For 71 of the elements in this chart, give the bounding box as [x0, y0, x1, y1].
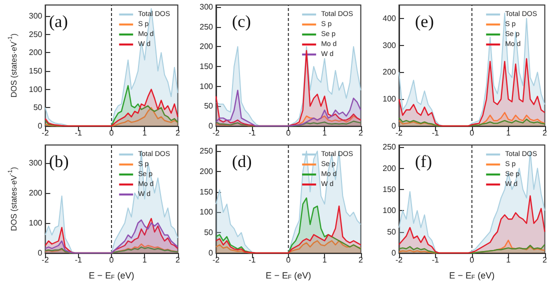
- y-tick-label: 200: [200, 166, 214, 176]
- x-tick-label: -1: [432, 256, 440, 264]
- x-tick-label: 2: [358, 128, 364, 138]
- x-tick-label: 2: [358, 256, 364, 264]
- x-tick-label: 2: [176, 128, 181, 138]
- x-tick-label: 0: [286, 256, 292, 264]
- y-tick-label: 100: [200, 82, 214, 91]
- x-tick-label: -1: [248, 128, 256, 138]
- y-tick-label: 0: [208, 122, 214, 130]
- x-tick-label: 1: [322, 256, 328, 264]
- x-tick-label: -1: [74, 128, 82, 138]
- y-tick-label: 0: [208, 248, 214, 258]
- x-tick-label: 0: [470, 128, 475, 138]
- x-tick-label: -1: [432, 128, 440, 138]
- x-tick-label: 0: [470, 256, 475, 264]
- y-tick-label: 150: [382, 184, 397, 194]
- y-tick-label: 300: [200, 2, 214, 12]
- y-tick-label: 50: [204, 228, 214, 238]
- x-tick-label: 2: [176, 256, 181, 264]
- y-tick-label: 50: [33, 103, 43, 112]
- y-tick-label: 0: [38, 248, 43, 258]
- y-tick-label: 200: [200, 42, 214, 52]
- y-tick-label: 100: [382, 206, 397, 216]
- y-tick-label: 50: [204, 102, 214, 111]
- y-tick-label: 0: [38, 122, 43, 130]
- y-tick-label: 200: [28, 188, 43, 198]
- y-tick-label: 400: [382, 14, 397, 23]
- x-tick-label: 1: [142, 128, 148, 138]
- x-tick-label: -2: [395, 256, 404, 264]
- y-tick-label: 300: [28, 158, 43, 168]
- x-tick-label: -2: [212, 256, 220, 264]
- y-tick-label: 250: [200, 22, 214, 32]
- x-tick-label: 2: [542, 128, 548, 138]
- chart-title: (e): [415, 12, 434, 31]
- y-tick-label: 0: [392, 248, 397, 258]
- x-tick-label: -1: [74, 256, 82, 264]
- y-tick-label: 100: [200, 208, 214, 217]
- y-tick-label: 150: [200, 187, 214, 196]
- y-tick-label: 100: [28, 218, 43, 228]
- y-tick-label: 250: [28, 30, 43, 39]
- x-tick-label: 0: [286, 128, 292, 138]
- x-tick-label: 0: [109, 128, 114, 138]
- chart-title: (b): [49, 152, 69, 171]
- x-tick-label: 0: [109, 256, 114, 264]
- x-tick-label: 1: [322, 128, 328, 138]
- y-tick-label: 250: [200, 146, 214, 156]
- chart-title: (d): [232, 152, 252, 171]
- x-tick-label: -2: [212, 128, 220, 138]
- x-tick-label: 1: [506, 256, 512, 264]
- y-tick-label: 300: [28, 12, 43, 20]
- y-tick-label: 150: [200, 62, 214, 71]
- x-tick-label: 1: [142, 256, 148, 264]
- chart-title: (a): [49, 12, 68, 31]
- x-tick-label: -2: [42, 256, 50, 264]
- chart-title: (c): [232, 12, 251, 31]
- y-tick-label: 200: [382, 164, 397, 173]
- y-tick-label: 250: [382, 142, 397, 152]
- y-tick-label: 200: [382, 68, 397, 77]
- chart-title: (f): [415, 152, 432, 171]
- y-tick-label: 150: [28, 66, 43, 76]
- y-tick-label: 50: [387, 227, 397, 236]
- x-tick-label: 2: [542, 256, 548, 264]
- y-tick-label: 100: [28, 84, 43, 94]
- y-tick-label: 300: [382, 40, 397, 50]
- y-tick-label: 0: [392, 122, 397, 130]
- x-tick-label: -2: [395, 128, 404, 138]
- y-tick-label: 200: [28, 48, 43, 58]
- y-tick-label: 100: [382, 94, 397, 104]
- x-tick-label: 1: [506, 128, 512, 138]
- x-tick-label: -2: [42, 128, 50, 138]
- x-tick-label: -1: [248, 256, 256, 264]
